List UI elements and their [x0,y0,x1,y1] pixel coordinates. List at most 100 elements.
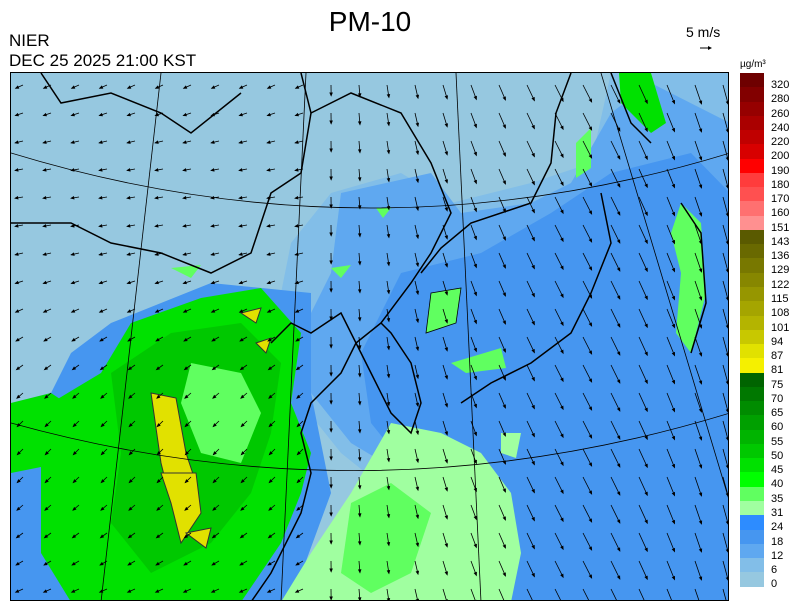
wind-arrow [666,448,675,468]
wind-arrowhead [238,85,244,89]
legend-bin: 55 [740,429,783,448]
wind-arrow [582,168,593,187]
wind-arrowhead [210,280,215,285]
wind-arrow [638,588,645,600]
wind-arrowhead [212,479,217,484]
wind-arrowhead [560,153,564,159]
wind-arrowhead [14,224,19,228]
legend-bin: 75 [740,372,783,391]
wind-arrowhead [616,575,621,580]
wind-arrowhead [415,374,420,380]
wind-arrowhead [238,140,243,144]
wind-arrow [694,84,702,105]
wind-arrowhead [502,432,506,437]
wind-arrow [582,280,593,299]
wind-arrowhead [211,337,216,342]
wind-arrowhead [71,534,77,539]
wind-arrowhead [357,121,362,126]
wind-arrowhead [386,233,391,239]
wind-arrow [582,112,593,131]
wind-arrowhead [616,267,621,272]
wind-arrow [638,336,648,356]
wind-arrowhead [415,486,420,492]
coastlines-borders [11,73,707,600]
wind-arrowhead [267,561,272,566]
map-title: PM-10 [328,6,412,37]
wind-arrow [722,336,728,357]
wind-arrowhead [588,322,593,327]
wind-arrowhead [502,460,506,465]
legend-label: 60 [771,421,784,434]
wind-arrowhead [671,379,675,385]
agency-label: NIER [9,31,50,50]
wind-arrowhead [671,575,675,581]
wind-arrowhead [127,561,132,566]
wind-arrowhead [210,196,215,200]
wind-arrowhead [294,140,299,144]
wind-arrowhead [671,547,675,553]
wind-arrowhead [98,280,103,285]
wind-arrowhead [616,407,621,412]
wind-arrowhead [588,350,593,355]
wind-arrowhead [698,380,703,385]
wind-arrowhead [238,309,244,313]
wind-arrowhead [294,589,300,593]
legend-label: 50 [771,449,784,462]
wind-arrowhead [588,182,593,187]
legend-bin: 50 [740,443,783,462]
wind-arrowhead [14,196,19,200]
wind-arrowhead [644,211,648,217]
wind-arrowhead [14,168,19,172]
wind-arrowhead [295,366,301,371]
legend-bin: 108 [740,301,789,319]
wind-arrowhead [560,349,564,355]
wind-arrowhead [531,572,535,578]
wind-arrowhead [182,85,188,89]
wind-arrowhead [531,180,535,186]
wind-arrow [638,392,648,412]
wind-arrowhead [444,235,448,240]
wind-arrow [470,588,476,600]
legend-bin: 160 [740,201,789,219]
wind-arrowhead [473,431,477,437]
wind-arrowhead [560,377,564,383]
wind-arrow [694,168,702,189]
wind-arrow [610,560,621,580]
wind-arrowhead [266,589,272,593]
wind-arrow [638,448,648,468]
legend-label: 55 [771,435,784,448]
legend-label: 40 [771,478,784,491]
wind-arrowhead [182,252,187,256]
wind-arrowhead [44,451,49,456]
wind-arrowhead [357,205,362,210]
wind-arrowhead [42,309,48,313]
wind-arrowhead [42,280,47,285]
legend-label: 115 [771,292,789,305]
wind-arrowhead [156,506,161,511]
wind-arrowhead [473,543,477,549]
wind-arrow [722,588,727,600]
wind-arrowhead [671,267,675,273]
wind-arrowhead [14,280,19,285]
legend-label: 45 [771,464,784,477]
wind-arrowhead [72,506,77,511]
wind-arrowhead [386,205,391,211]
wind-arrowhead [329,540,333,545]
wind-arrow [638,224,648,244]
wind-arrowhead [502,320,506,325]
wind-arrow [694,196,702,217]
wind-arrow [610,140,621,160]
wind-arrowhead [698,184,703,189]
wind-arrowhead [698,212,703,217]
wind-arrow [610,168,621,188]
wind-arrowhead [15,366,21,371]
wind-arrowhead [444,151,448,156]
wind-arrowhead [154,224,159,228]
wind-arrowhead [266,140,271,144]
wind-arrowhead [644,183,648,189]
wind-arrowhead [725,549,728,553]
wind-arrow [666,504,675,524]
wind-arrowhead [183,366,189,371]
wind-arrowhead [644,491,648,497]
wind-arrowhead [531,236,535,242]
